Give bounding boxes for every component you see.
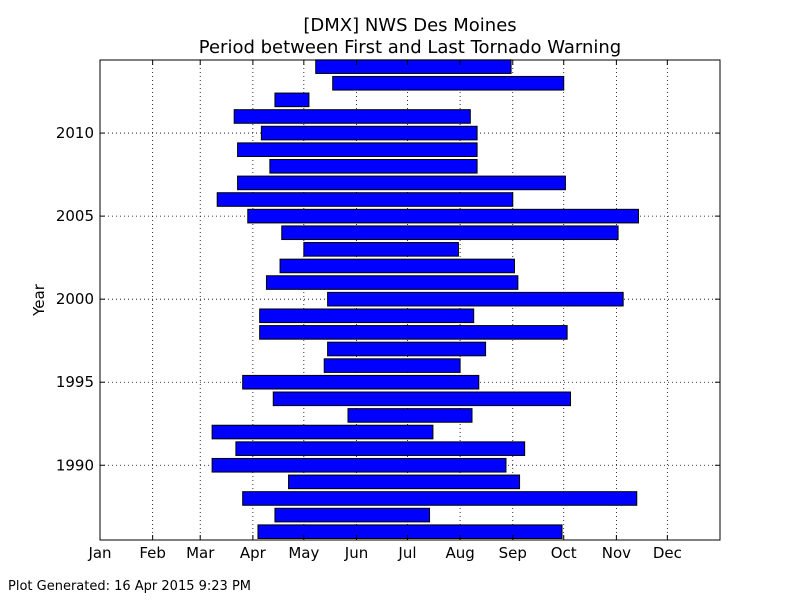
bar-1998 [259, 325, 568, 340]
bar-1993 [347, 408, 473, 423]
x-tick-label: May [288, 544, 319, 562]
plot-frame [99, 59, 721, 541]
bar-2012 [274, 92, 310, 108]
bar-2007 [237, 175, 566, 191]
bar-1999 [259, 308, 475, 324]
bar-2005 [247, 208, 639, 224]
x-tick-label: Jul [397, 544, 416, 562]
bar-1990 [211, 457, 507, 473]
bar-2000 [327, 291, 624, 307]
bar-2003 [303, 242, 459, 257]
x-tick-label: Oct [551, 544, 577, 562]
bar-1996 [323, 358, 461, 373]
bar-2002 [279, 258, 515, 274]
y-axis-label: Year [30, 283, 48, 317]
bar-1997 [327, 341, 487, 357]
bar-2008 [269, 158, 478, 174]
bar-1995 [242, 374, 480, 390]
axis-ticks: Jan Feb Mar Apr May Jun Jul Aug Sep Oct Nov Dec 1990… [56, 60, 720, 562]
bar-1987 [274, 507, 431, 523]
bar-1994 [272, 391, 572, 407]
x-tick-label: Jun [344, 544, 368, 562]
bar-2010 [260, 125, 478, 141]
x-tick-label: Dec [653, 544, 682, 562]
y-tick-label: 2010 [56, 124, 94, 142]
bar-2013 [332, 75, 565, 91]
bar-2014 [315, 59, 512, 74]
bar-1992 [211, 424, 434, 440]
bar-1991 [235, 441, 526, 456]
chart-title: [DMX] NWS Des Moines [303, 15, 516, 36]
plot-generated-text: Plot Generated: 16 Apr 2015 9:23 PM [8, 579, 251, 594]
bar-2001 [265, 275, 519, 290]
bar-1986 [257, 524, 563, 539]
bar-2006 [216, 192, 514, 207]
x-tick-label: Feb [139, 544, 166, 562]
x-tick-label: Mar [186, 544, 215, 562]
y-tick-label: 2005 [56, 207, 94, 225]
x-tick-label: Nov [602, 544, 631, 562]
bar-2011 [233, 109, 471, 124]
y-tick-label: 2000 [56, 290, 94, 308]
bar-1989 [288, 474, 521, 490]
chart-subtitle: Period between First and Last Tornado Wa… [199, 37, 621, 58]
bar-2004 [281, 225, 619, 241]
x-tick-label: Jan [87, 544, 111, 562]
bars [211, 59, 639, 539]
bar-1988 [242, 491, 638, 506]
y-tick-label: 1995 [56, 373, 94, 391]
bar-2009 [237, 142, 478, 157]
x-tick-label: Apr [240, 544, 267, 562]
x-tick-label: Aug [445, 544, 474, 562]
x-tick-label: Sep [499, 544, 527, 562]
y-tick-label: 1990 [56, 456, 94, 474]
